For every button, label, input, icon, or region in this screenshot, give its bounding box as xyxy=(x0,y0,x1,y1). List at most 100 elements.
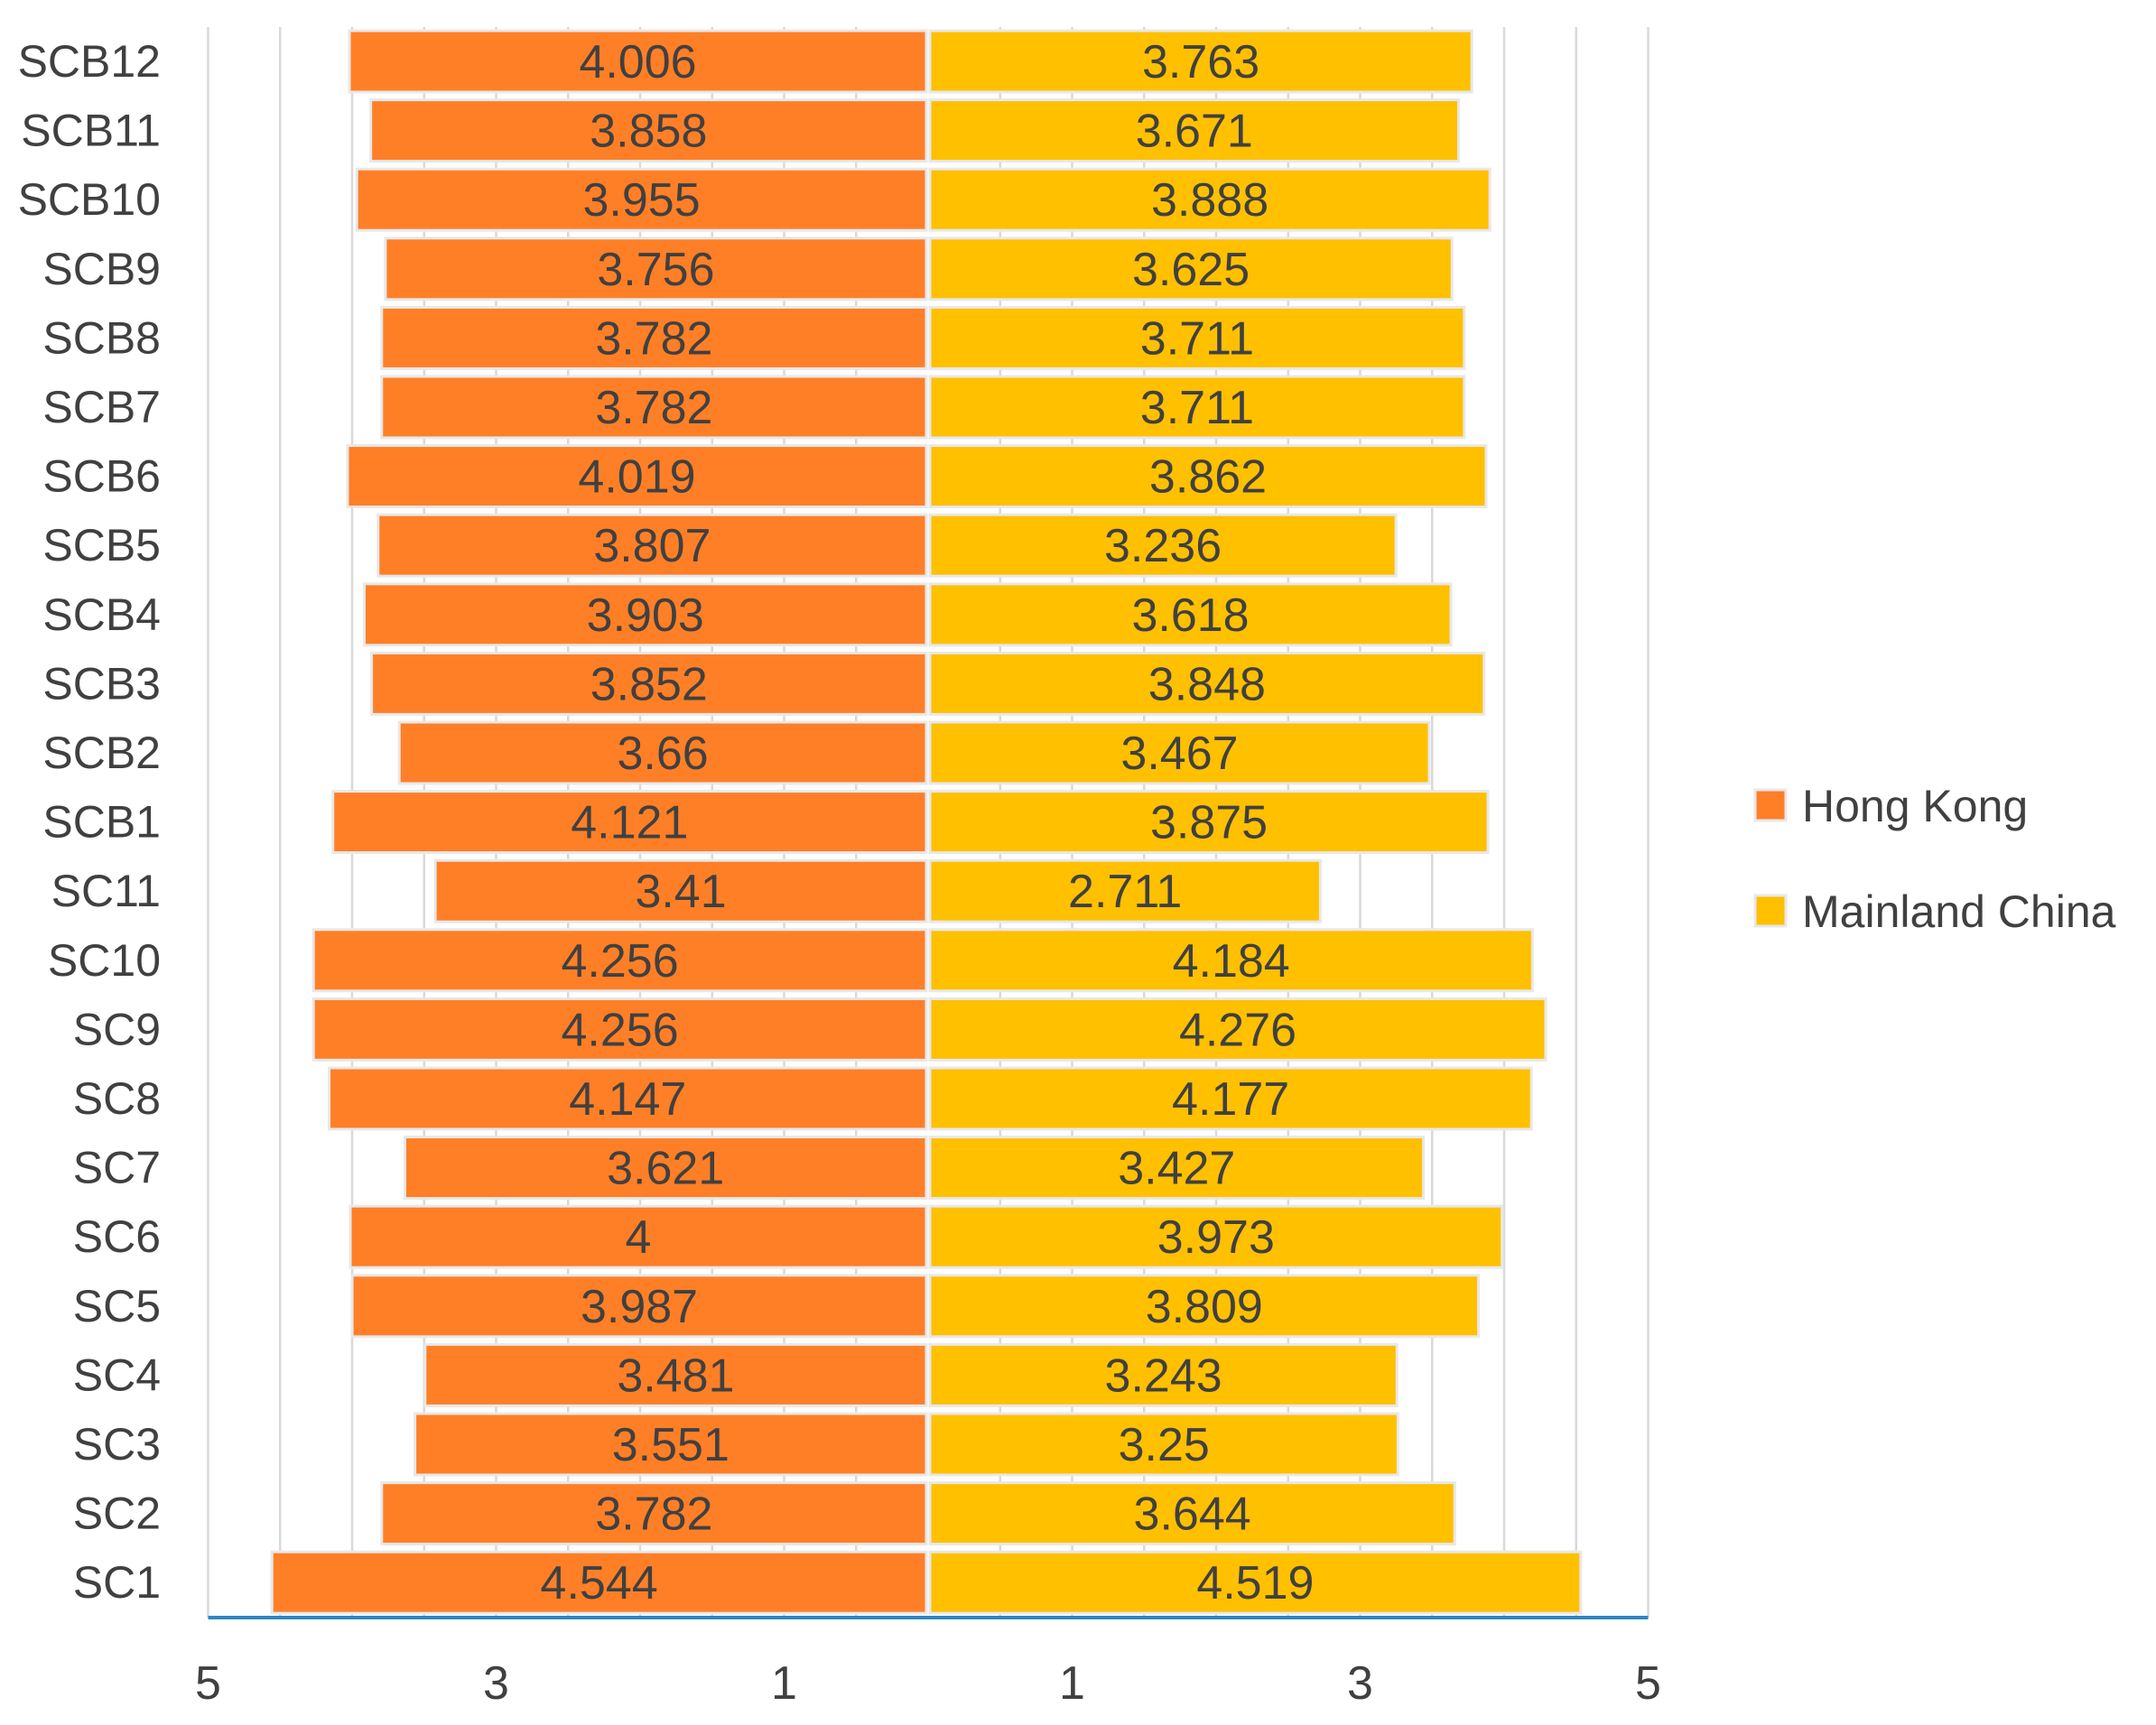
bar-mainland-china-scb6 xyxy=(928,444,1488,509)
bar-mainland-china-scb9 xyxy=(928,236,1454,301)
x-tick-label: 1 xyxy=(1059,1657,1085,1710)
bar-mainland-china-sc9 xyxy=(928,997,1547,1062)
value-label-hong-kong: 3.807 xyxy=(593,520,711,572)
value-label-hong-kong: 3.782 xyxy=(595,312,712,365)
bar-mainland-china-scb1 xyxy=(928,790,1490,855)
category-label: SCB12 xyxy=(18,36,161,87)
value-label-hong-kong: 4.544 xyxy=(541,1557,658,1609)
value-label-mainland-china: 3.644 xyxy=(1134,1489,1251,1541)
bar-hong-kong-scb11 xyxy=(369,98,928,163)
bar-hong-kong-sc8 xyxy=(328,1066,928,1131)
bar-mainland-china-sc8 xyxy=(928,1066,1533,1131)
value-label-mainland-china: 3.25 xyxy=(1119,1419,1210,1471)
bar-mainland-china-scb5 xyxy=(928,513,1398,578)
legend-item-hong-kong: Hong Kong xyxy=(1753,781,2028,831)
bar-hong-kong-sc4 xyxy=(423,1342,928,1407)
value-label-hong-kong: 3.858 xyxy=(590,106,707,158)
bar-mainland-china-sc7 xyxy=(928,1136,1426,1201)
bar-mainland-china-sc1 xyxy=(928,1550,1583,1615)
category-label: SC11 xyxy=(51,866,161,916)
bar-mainland-china-scb12 xyxy=(928,29,1473,94)
category-label: SC2 xyxy=(73,1489,161,1539)
value-label-mainland-china: 3.467 xyxy=(1120,728,1238,780)
bar-hong-kong-scb5 xyxy=(376,513,928,578)
value-label-mainland-china: 3.618 xyxy=(1131,589,1249,642)
value-label-mainland-china: 3.427 xyxy=(1118,1143,1235,1195)
category-label: SC10 xyxy=(48,935,161,986)
value-label-hong-kong: 3.551 xyxy=(612,1419,730,1471)
value-label-hong-kong: 4.256 xyxy=(562,1004,679,1056)
bar-hong-kong-sc7 xyxy=(403,1136,928,1201)
value-label-mainland-china: 3.236 xyxy=(1104,520,1222,572)
bar-hong-kong-sc11 xyxy=(433,858,928,923)
bar-mainland-china-sc2 xyxy=(928,1481,1456,1546)
value-label-mainland-china: 3.625 xyxy=(1132,244,1250,296)
bar-hong-kong-sc2 xyxy=(380,1481,928,1546)
bar-mainland-china-scb4 xyxy=(928,582,1453,647)
value-label-hong-kong: 3.481 xyxy=(617,1349,734,1402)
bar-hong-kong-scb8 xyxy=(380,305,928,370)
legend-item-mainland-china: Mainland China xyxy=(1753,886,2116,937)
value-label-mainland-china: 3.711 xyxy=(1140,312,1254,365)
value-label-hong-kong: 3.756 xyxy=(597,244,714,296)
bar-mainland-china-sc5 xyxy=(928,1274,1481,1339)
legend: Hong Kong Mainland China xyxy=(1753,781,2116,937)
bar-mainland-china-scb3 xyxy=(928,651,1486,716)
bar-mainland-china-sc3 xyxy=(928,1412,1399,1477)
category-label: SCB5 xyxy=(42,520,161,570)
bar-mainland-china-scb2 xyxy=(928,720,1431,785)
bar-hong-kong-sc3 xyxy=(414,1412,928,1477)
category-label: SCB7 xyxy=(42,382,161,432)
category-label: SC4 xyxy=(73,1349,161,1400)
value-label-hong-kong: 3.66 xyxy=(618,728,709,780)
value-label-hong-kong: 3.782 xyxy=(595,382,712,434)
x-tick-label: 5 xyxy=(1635,1657,1661,1710)
x-tick-label: 3 xyxy=(483,1657,509,1710)
value-label-mainland-china: 4.519 xyxy=(1196,1557,1314,1609)
bar-hong-kong-scb3 xyxy=(370,651,928,716)
bar-hong-kong-scb2 xyxy=(397,720,928,785)
value-label-hong-kong: 3.852 xyxy=(590,658,708,710)
bar-mainland-china-scb7 xyxy=(928,375,1466,440)
value-label-mainland-china: 2.711 xyxy=(1068,866,1182,918)
value-label-mainland-china: 3.809 xyxy=(1146,1281,1263,1333)
value-label-hong-kong: 4.147 xyxy=(569,1073,686,1126)
legend-label: Mainland China xyxy=(1802,886,2116,937)
bar-hong-kong-sc5 xyxy=(350,1274,928,1339)
value-label-hong-kong: 3.621 xyxy=(607,1143,724,1195)
value-label-hong-kong: 3.41 xyxy=(635,866,726,918)
category-label: SCB9 xyxy=(42,244,161,294)
value-labels: 4.006 3.763 3.858 3.671 3.955 3.888 3.756 3.625… xyxy=(541,36,1315,1609)
x-tick-label: 5 xyxy=(195,1657,221,1710)
value-label-hong-kong: 4.019 xyxy=(578,451,695,504)
value-label-hong-kong: 3.955 xyxy=(583,174,701,227)
value-label-mainland-china: 4.177 xyxy=(1172,1073,1289,1126)
category-label: SC9 xyxy=(73,1004,161,1054)
value-label-hong-kong: 3.987 xyxy=(581,1281,698,1333)
x-tick-label: 3 xyxy=(1347,1657,1373,1710)
legend-swatch xyxy=(1753,894,1788,928)
bar-hong-kong-scb9 xyxy=(384,236,928,301)
value-label-hong-kong: 4 xyxy=(626,1211,652,1264)
value-label-mainland-china: 3.862 xyxy=(1149,451,1267,504)
value-label-mainland-china: 4.276 xyxy=(1179,1004,1296,1056)
category-label: SC7 xyxy=(73,1143,161,1193)
value-label-mainland-china: 3.711 xyxy=(1140,382,1254,434)
bar-hong-kong-sc6 xyxy=(348,1204,928,1269)
value-label-hong-kong: 4.256 xyxy=(562,935,679,988)
category-label: SCB3 xyxy=(42,658,161,709)
category-label: SCB8 xyxy=(42,312,161,363)
category-label: SC1 xyxy=(73,1557,161,1608)
bar-mainland-china-sc4 xyxy=(928,1342,1399,1407)
value-label-mainland-china: 3.848 xyxy=(1148,658,1266,710)
bar-hong-kong-scb4 xyxy=(362,582,928,647)
bar-hong-kong-sc9 xyxy=(311,997,928,1062)
value-label-mainland-china: 3.671 xyxy=(1136,106,1253,158)
value-label-mainland-china: 3.763 xyxy=(1142,36,1259,88)
value-label-hong-kong: 4.121 xyxy=(571,797,688,849)
category-label: SCB11 xyxy=(21,106,161,156)
category-labels: SCB12 SCB11 SCB10 SCB9 SCB8 SCB7 SCB6 SCB5 SCB4 S… xyxy=(18,36,161,1608)
category-label: SC5 xyxy=(73,1281,161,1331)
bar-mainland-china-sc6 xyxy=(928,1204,1504,1269)
